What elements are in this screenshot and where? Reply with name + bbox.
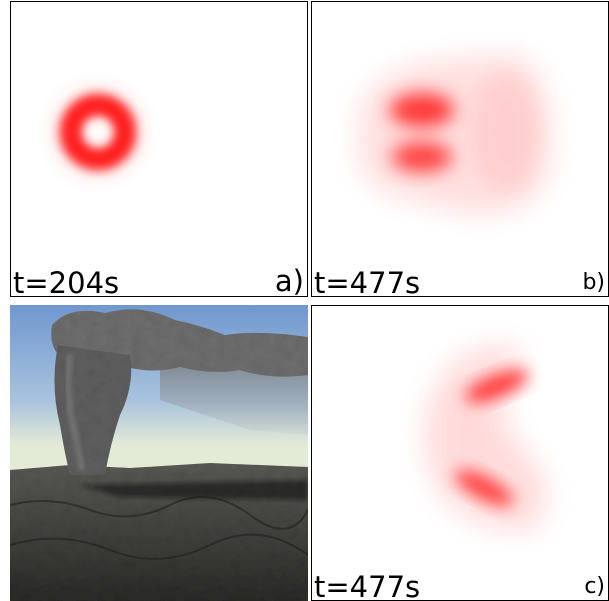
panel-a: t=204s a) [10,1,308,297]
vortex-ring [60,94,136,170]
panel-letter-b: b) [582,270,605,295]
density-lobe-upper [390,93,454,127]
panel-b: t=477s b) [311,1,609,297]
density-plot-c [424,345,547,531]
plume-shadow [80,480,308,500]
time-label-a: t=204s [13,266,120,297]
plume-render-image [10,305,308,601]
terrain-ridge [10,533,308,560]
density-plot-b [358,54,552,214]
column-highlight [65,354,85,471]
density-lobe-lower [392,142,452,172]
terrain-ridge [10,496,308,530]
density-streak-upper [465,369,529,403]
panel-c: t=477s c) [311,305,609,601]
ash-curtain [160,360,308,435]
crescent-haze [424,345,547,531]
ring-core [87,121,109,143]
plume-render [10,305,308,601]
density-streak-lower [455,470,513,506]
time-label-b: t=477s [314,266,421,297]
panel-letter-a: a) [274,264,304,297]
eruption-column [54,345,132,475]
density-plot-a [54,88,142,176]
plume-lobe [472,72,542,192]
panel-letter-c: c) [584,574,605,599]
time-label-c: t=477s [314,570,421,601]
